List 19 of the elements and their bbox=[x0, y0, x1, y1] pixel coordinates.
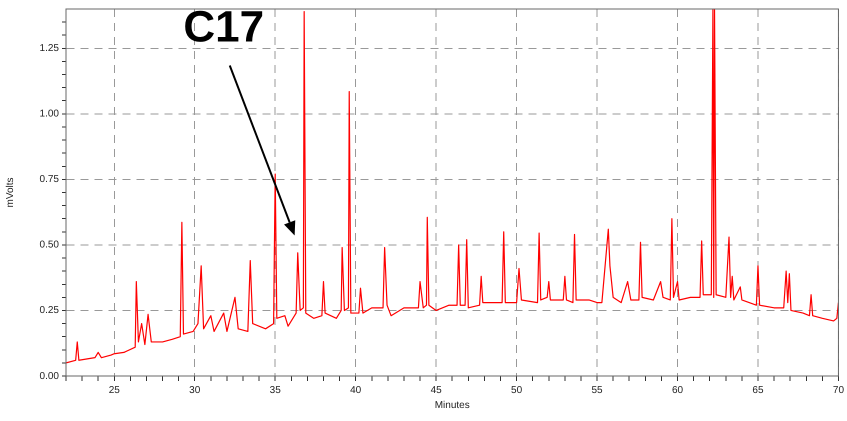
x-tick-label: 40 bbox=[350, 384, 362, 396]
y-tick-label: 1.25 bbox=[40, 43, 60, 54]
x-tick-label: 35 bbox=[270, 384, 282, 396]
y-tick-label: 0.50 bbox=[40, 240, 60, 251]
x-tick-label: 45 bbox=[430, 384, 442, 396]
y-tick-label: 1.00 bbox=[40, 108, 60, 120]
x-tick-label: 25 bbox=[108, 384, 120, 396]
x-tick-label: 70 bbox=[832, 384, 844, 396]
x-tick-label: 50 bbox=[511, 384, 523, 396]
y-tick-label: 0.75 bbox=[40, 174, 60, 186]
annotation: C17 bbox=[183, 2, 264, 52]
x-tick-label: 30 bbox=[189, 384, 201, 396]
x-tick-label: 55 bbox=[591, 384, 604, 396]
y-tick-label: 0.25 bbox=[40, 305, 60, 316]
x-tick-label: 65 bbox=[752, 384, 764, 396]
y-axis-title: mVolts bbox=[4, 177, 16, 208]
x-tick-label: 60 bbox=[672, 384, 684, 396]
x-axis-title: Minutes bbox=[434, 400, 470, 411]
y-tick-label: 0.00 bbox=[40, 370, 60, 382]
